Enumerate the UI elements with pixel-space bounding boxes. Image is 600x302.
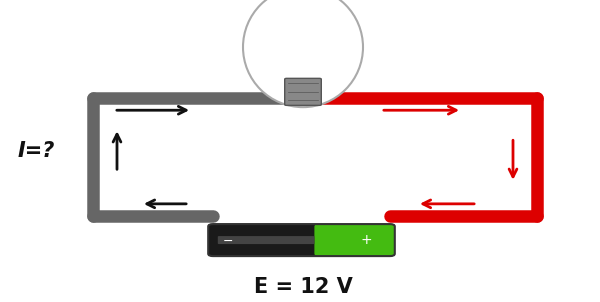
FancyBboxPatch shape bbox=[208, 224, 324, 256]
Text: $-$: $-$ bbox=[223, 233, 233, 247]
Text: I=?: I=? bbox=[18, 141, 55, 161]
Ellipse shape bbox=[243, 0, 363, 107]
FancyBboxPatch shape bbox=[218, 236, 314, 244]
FancyBboxPatch shape bbox=[314, 224, 395, 256]
FancyBboxPatch shape bbox=[285, 78, 322, 105]
Text: R = 6 Ω: R = 6 Ω bbox=[259, 6, 347, 26]
Text: E = 12 V: E = 12 V bbox=[254, 278, 352, 297]
Text: $+$: $+$ bbox=[360, 233, 372, 247]
